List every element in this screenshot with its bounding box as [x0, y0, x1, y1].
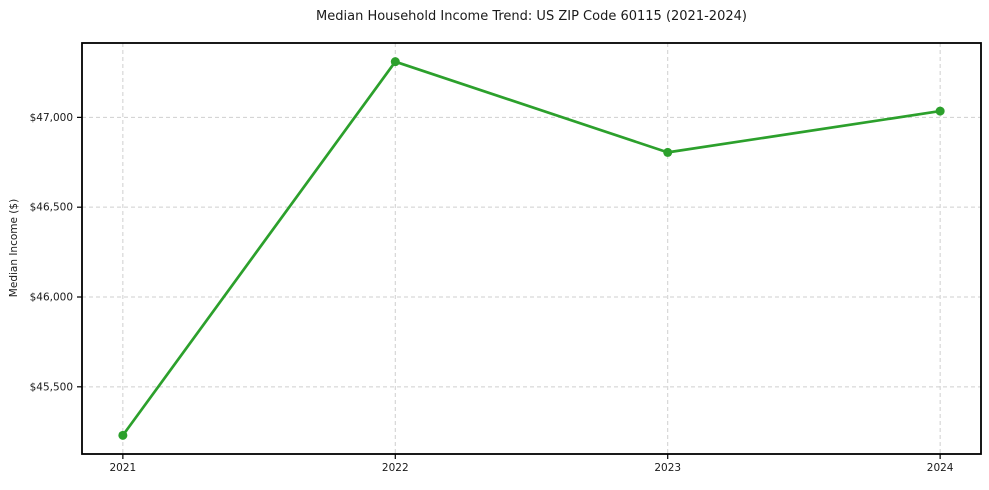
- x-tick-label: 2022: [382, 462, 409, 474]
- data-point-2023: [663, 147, 673, 157]
- x-tick-label: 2023: [654, 462, 681, 474]
- data-point-2021: [118, 430, 128, 440]
- plot-border: [81, 42, 982, 455]
- y-axis-label: Median Income ($): [8, 198, 20, 298]
- y-tick-label: $46,500: [30, 202, 73, 214]
- x-tick-label: 2021: [109, 462, 136, 474]
- y-tick-label: $47,000: [30, 112, 73, 124]
- y-tick-label: $46,000: [30, 292, 73, 304]
- data-point-2022: [390, 57, 400, 67]
- chart-title: Median Household Income Trend: US ZIP Co…: [316, 9, 747, 24]
- x-tick-label: 2024: [927, 462, 954, 474]
- trend-line: [121, 60, 942, 437]
- data-point-2024: [935, 106, 945, 116]
- y-tick-label: $45,500: [30, 381, 73, 393]
